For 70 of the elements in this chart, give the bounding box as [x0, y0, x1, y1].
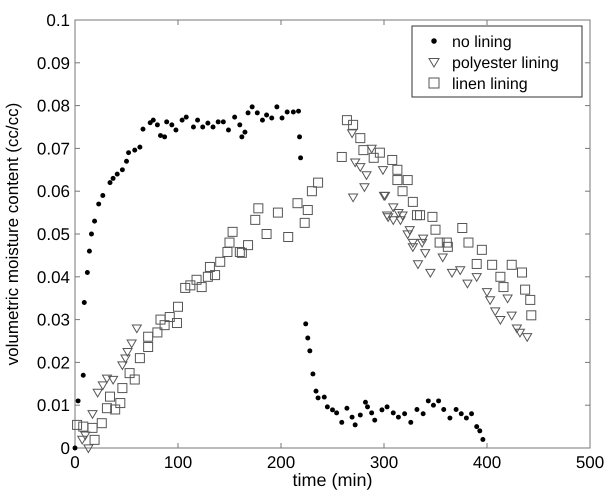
point: [420, 249, 430, 258]
y-tick-label: 0.01: [36, 396, 70, 416]
x-axis-title: time (min): [292, 470, 372, 490]
point: [490, 307, 500, 316]
point: [485, 296, 496, 305]
point: [506, 312, 517, 320]
point: [522, 333, 532, 342]
point: [348, 194, 358, 202]
point: [122, 348, 133, 357]
point: [98, 381, 108, 390]
legend-label: linen lining: [452, 76, 528, 93]
point: [404, 226, 415, 235]
y-tick-label: 0.04: [36, 268, 70, 287]
point: [502, 294, 513, 304]
point: [402, 230, 413, 239]
point: [472, 273, 482, 282]
point: [512, 324, 522, 334]
y-tick-label: 0.05: [36, 225, 70, 244]
x-tick-label: 100: [164, 453, 192, 472]
point: [117, 361, 128, 370]
point: [120, 354, 130, 364]
point: [92, 388, 103, 398]
legend-label: no lining: [452, 34, 512, 51]
point: [126, 339, 137, 348]
y-tick-label: 0.07: [36, 139, 70, 158]
point: [462, 280, 472, 288]
point: [514, 328, 525, 338]
point: [417, 238, 428, 248]
y-tick-label: 0: [60, 439, 70, 458]
point: [108, 376, 118, 385]
point: [83, 444, 94, 453]
legend-label: polyester lining: [452, 55, 559, 72]
y-tick-label: 0.08: [36, 96, 70, 116]
point: [361, 171, 372, 180]
x-tick-label: 200: [266, 453, 296, 472]
point: [455, 266, 466, 275]
point: [102, 374, 112, 384]
point: [378, 166, 388, 175]
x-tick-label: 500: [576, 453, 604, 472]
point: [355, 163, 366, 172]
point: [408, 238, 418, 248]
point: [438, 253, 448, 262]
x-tick-label: 300: [370, 453, 398, 472]
y-axis-title: volumetric moisture content (cc/cc): [3, 102, 22, 366]
point: [408, 243, 418, 252]
point: [398, 212, 408, 220]
y-tick-label: 0.03: [36, 310, 70, 330]
point: [77, 436, 88, 444]
point: [80, 432, 90, 440]
y-tick-label: 0.09: [36, 54, 70, 73]
point: [132, 324, 142, 334]
point: [388, 216, 398, 225]
point: [366, 144, 377, 154]
y-tick-label: 0.06: [36, 182, 70, 202]
point: [388, 203, 398, 212]
y-tick-label: 0.1: [46, 11, 70, 30]
point: [446, 268, 457, 278]
point: [425, 268, 436, 278]
y-tick-label: 0.02: [36, 353, 70, 372]
point: [482, 288, 492, 297]
point: [395, 216, 406, 225]
point: [393, 208, 404, 218]
point: [347, 129, 358, 138]
point: [88, 410, 98, 419]
point: [412, 260, 423, 269]
x-tick-label: 400: [472, 453, 502, 472]
point: [418, 234, 428, 244]
point: [359, 183, 370, 192]
point: [495, 316, 506, 325]
point: [350, 158, 360, 168]
